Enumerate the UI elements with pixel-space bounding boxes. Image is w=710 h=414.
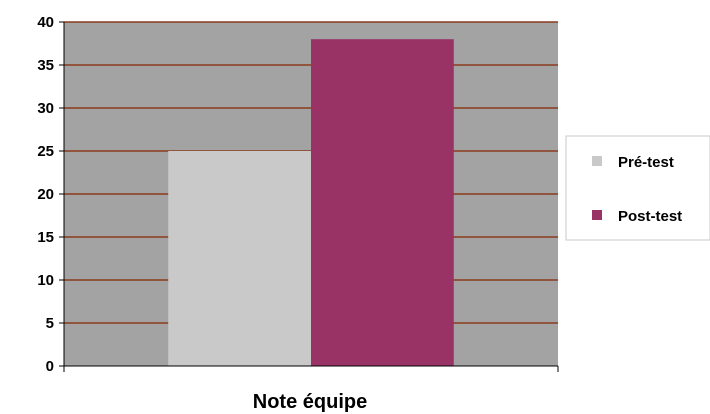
y-tick-label-20: 20 xyxy=(37,186,54,203)
bars xyxy=(168,39,454,366)
legend-label-pre-test: Pré-test xyxy=(618,154,674,171)
y-tick-label-40: 40 xyxy=(37,14,54,31)
y-tick-label-10: 10 xyxy=(37,272,54,289)
y-tick-labels: 0 5 10 15 20 25 30 35 40 xyxy=(37,14,54,375)
y-tick-label-25: 25 xyxy=(37,143,54,160)
legend-label-post-test: Post-test xyxy=(618,208,682,225)
y-tick-label-0: 0 xyxy=(46,358,54,375)
legend-swatch-post-test xyxy=(592,210,602,220)
y-tick-label-35: 35 xyxy=(37,57,54,74)
y-tick-label-5: 5 xyxy=(46,315,54,332)
legend-box xyxy=(565,135,710,241)
legend: Pré-test Post-test xyxy=(565,135,710,241)
x-axis-label: Note équipe xyxy=(253,391,367,413)
bar-pr-test xyxy=(168,151,311,366)
axes xyxy=(59,21,559,372)
y-tick-label-15: 15 xyxy=(37,229,54,246)
bar-post-test xyxy=(311,39,454,366)
legend-swatch-pre-test xyxy=(592,156,602,166)
y-tick-label-30: 30 xyxy=(37,100,54,117)
